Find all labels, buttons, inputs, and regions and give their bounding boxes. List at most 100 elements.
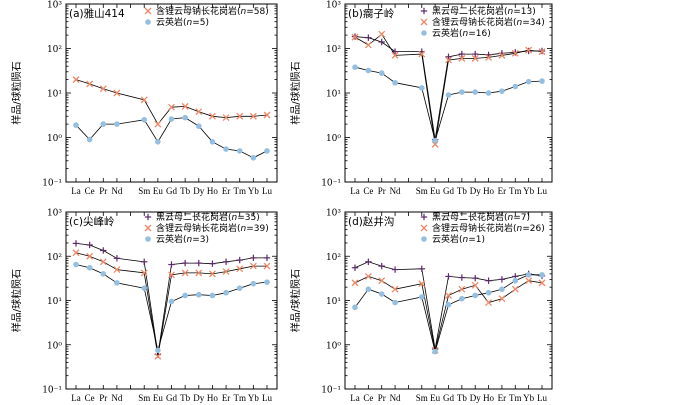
x-tick-label: Pr [378,186,386,196]
data-point-b [195,108,203,116]
legend-label-part: n [517,18,523,28]
x-tick-label: Er [498,393,507,403]
x-tick-label: La [350,393,360,403]
legend-label: 含锂云母钠长花岗岩(n=58) [156,5,269,17]
data-point [499,286,505,293]
series-line [354,274,542,354]
y-tick-label: 10¹ [326,90,341,100]
legend-label-part: n [463,29,469,39]
legend-marker-b [420,224,428,232]
y-axis-title: 样品/球粒陨石 [10,269,23,332]
data-point [236,148,243,154]
legend-label-part: 黑云母二长花岗岩( [432,5,508,17]
x-tick-label: Nd [111,186,122,196]
legend-label: 黑云母二长花岗岩(n=7) [432,211,530,223]
panel-3: 10⁻¹ 10⁰ 10¹ 10² 10³ La Ce Pr Nd Sm Eu Gd Tb Dy Ho Er Tm… [10,209,278,403]
data-point-b [99,258,107,266]
legend-label-part: n [187,18,193,28]
data-point-b [485,53,493,61]
x-tick-label: Ce [363,186,373,196]
legend-label-part: =16) [468,29,491,39]
x-tick-label: Eu [153,186,163,196]
data-point-b [208,112,216,120]
x-tick-label: Dy [193,186,204,196]
legend-label-part: =39) [246,224,269,234]
x-tick-label: Ce [85,393,95,403]
legend-label-part: =5) [192,18,209,28]
y-tick-label: 10² [326,253,341,263]
data-point-b [154,120,162,128]
y-tick-label: 10⁰ [326,134,341,144]
legend-label-part: n [241,7,247,17]
x-tick-label: Sm [138,186,150,196]
legend-marker [421,236,427,242]
data-point [168,116,175,122]
legend-label-part: 云英岩( [156,16,187,28]
legend-label-part: 含锂云母钠长花岗岩( [432,16,517,28]
x-tick-label: Sm [416,186,428,196]
x-tick-label: Tm [509,393,522,403]
x-tick-label: Tb [457,393,467,403]
x-tick-label: Lu [262,393,272,403]
y-tick-label: 10⁻¹ [321,179,341,189]
data-point-b [222,268,230,276]
y-axis-title: 样品/球粒陨石 [289,61,302,124]
legend-label: 含锂云母钠长花岗岩(n=26) [432,222,545,234]
data-point [182,292,188,299]
x-tick-label: Ho [483,186,494,196]
data-point [250,154,257,161]
legend-label-part: 黑云母二长花岗岩( [432,211,508,223]
x-tick-label: Er [222,393,231,403]
data-point-b [511,49,519,57]
data-point-b [222,114,230,122]
y-axis-title: 样品/球粒陨石 [289,269,302,332]
data-point-b [249,262,257,270]
series-x [351,272,546,354]
data-point [100,121,107,127]
plot-frame [65,3,278,183]
legend-label-part: n [463,235,469,245]
data-point [418,294,425,300]
y-tick-label: 10⁻¹ [321,386,341,396]
panel-title: (a)雅山414 [69,7,125,20]
y-tick-label: 10⁰ [47,134,62,144]
y-tick-label: 10³ [326,209,341,219]
x-tick-label: Pr [99,186,107,196]
data-point [499,88,505,94]
data-point-b [511,285,519,293]
panel-title: (b)瘸子岭 [348,7,395,20]
legend-label-part: =1) [468,235,485,245]
x-tick-label: Gd [166,186,177,196]
legend-label-part: n [508,213,514,223]
x-tick-label: Nd [390,186,401,196]
data-point [539,272,545,278]
x-tick-label: La [71,393,81,403]
y-tick-label: 10² [47,45,62,55]
series-line [75,79,268,125]
data-point [100,271,107,277]
data-point [250,280,257,287]
x-tick-label: Pr [99,393,107,403]
data-point [209,292,216,299]
data-point [459,295,465,302]
data-point-b [351,33,359,41]
data-point-b [351,279,359,287]
x-tick-label: Yb [248,186,259,196]
y-tick-label: 10³ [47,209,62,219]
x-tick-label: Lu [537,186,547,196]
data-point [512,83,519,90]
x-tick-label: La [71,186,81,196]
legend: 含锂云母钠长花岗岩(n=58)云英岩(n=5) [144,5,269,28]
y-tick-label: 10¹ [47,90,62,100]
data-point-b [391,285,399,293]
legend-label-part: 云英岩( [156,233,187,245]
data-point [539,78,545,84]
data-point-b [485,299,493,306]
data-point-b [140,269,148,277]
data-point [512,277,519,284]
data-point-b [86,252,94,260]
data-point [182,114,188,121]
data-point [155,347,161,354]
legend-label: 云英岩(n=5) [156,16,209,28]
